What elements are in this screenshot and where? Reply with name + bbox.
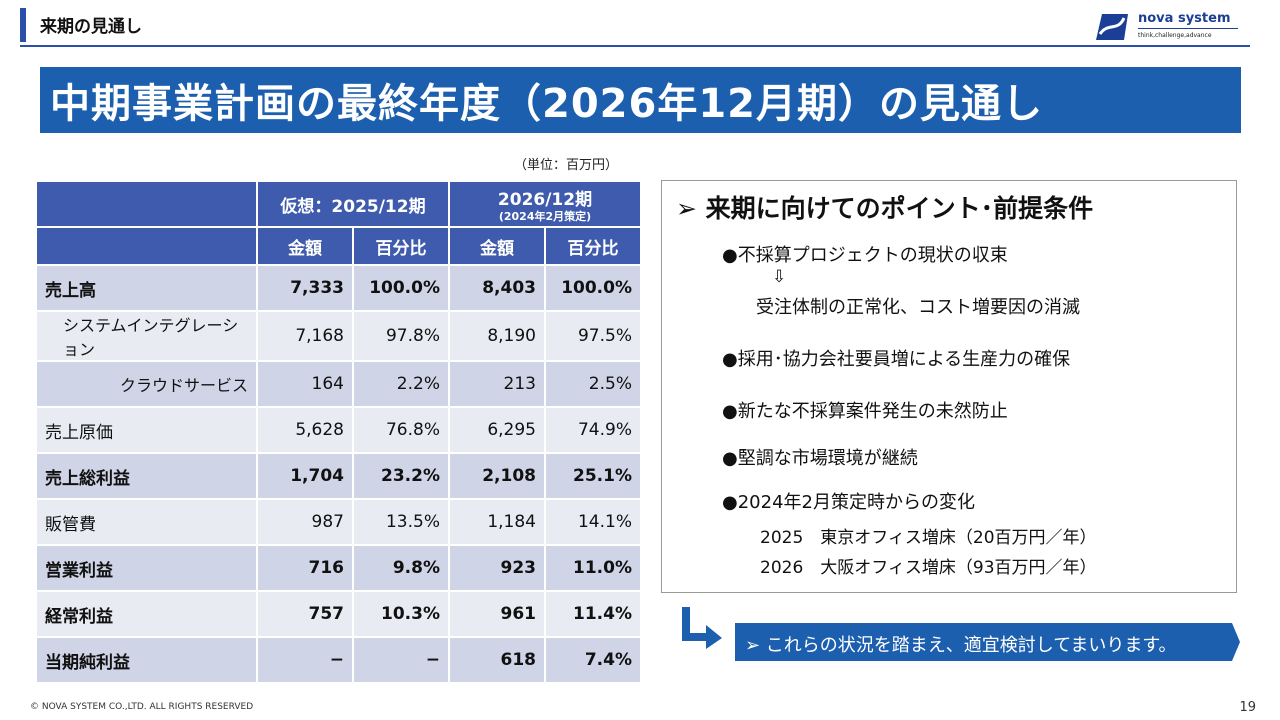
table-row: 売上高 7,333 100.0% 8,403 100.0% xyxy=(35,264,642,312)
point-2: ●採用･協力会社要員増による生産力の確保 xyxy=(722,349,1071,370)
cell-percent-2: 74.9% xyxy=(544,406,642,454)
elbow-arrow-icon xyxy=(682,607,722,649)
cell-percent-2: 7.4% xyxy=(544,636,642,684)
period2-header: 2026/12期 (2024年2月策定) xyxy=(448,180,642,228)
row-label: 販管費 xyxy=(35,498,258,546)
col-percent-1: 百分比 xyxy=(352,226,450,266)
cell-amount-2: 1,184 xyxy=(448,498,546,546)
cell-amount-1: 987 xyxy=(256,498,354,546)
logo-tagline: think,challenge,advance xyxy=(1138,32,1212,39)
table-row: 営業利益 716 9.8% 923 11.0% xyxy=(35,544,642,592)
cell-amount-1: 757 xyxy=(256,590,354,638)
table-row: 経常利益 757 10.3% 961 11.4% xyxy=(35,590,642,638)
period2-note: (2024年2月策定) xyxy=(498,209,592,223)
table-row: クラウドサービス 164 2.2% 213 2.5% xyxy=(35,360,642,408)
table-row: 販管費 987 13.5% 1,184 14.1% xyxy=(35,498,642,546)
table-corner-2 xyxy=(35,226,258,266)
point-5-change-2026: 2026 大阪オフィス増床（93百万円／年） xyxy=(760,558,1097,578)
period1-header: 仮想：2025/12期 xyxy=(256,180,450,228)
financial-table: 仮想：2025/12期 2026/12期 (2024年2月策定) 金額 百分比 … xyxy=(35,180,642,684)
point-3: ●新たな不採算案件発生の未然防止 xyxy=(722,401,1008,422)
page-number: 19 xyxy=(1239,700,1256,715)
cell-percent-2: 14.1% xyxy=(544,498,642,546)
section-title: 来期の見通し xyxy=(40,17,142,37)
point-5: ●2024年2月策定時からの変化 xyxy=(722,492,975,513)
title-banner: 中期事業計画の最終年度（2026年12月期）の見通し xyxy=(40,67,1241,133)
cell-amount-2: 8,403 xyxy=(448,264,546,312)
callout-text: ➢ これらの状況を踏まえ、適宜検討してまいります。 xyxy=(745,635,1177,656)
points-heading: ➢ 来期に向けてのポイント･前提条件 xyxy=(676,194,1094,223)
row-label: 経常利益 xyxy=(35,590,258,638)
cell-percent-1: 23.2% xyxy=(352,452,450,500)
cell-amount-2: 923 xyxy=(448,544,546,592)
col-amount-2: 金額 xyxy=(448,226,546,266)
cell-percent-2: 97.5% xyxy=(544,310,642,362)
point-1-result: 受注体制の正常化、コスト増要因の消滅 xyxy=(756,297,1080,318)
table-row: 売上総利益 1,704 23.2% 2,108 25.1% xyxy=(35,452,642,500)
cell-percent-1: 10.3% xyxy=(352,590,450,638)
point-1: ●不採算プロジェクトの現状の収束 xyxy=(722,245,1008,266)
cell-amount-2: 618 xyxy=(448,636,546,684)
col-amount-1: 金額 xyxy=(256,226,354,266)
cell-percent-2: 25.1% xyxy=(544,452,642,500)
company-logo: nova system think,challenge,advance xyxy=(1094,8,1244,46)
row-label: 売上高 xyxy=(35,264,258,312)
table-row: 売上原価 5,628 76.8% 6,295 74.9% xyxy=(35,406,642,454)
page-title: 中期事業計画の最終年度（2026年12月期）の見通し xyxy=(50,81,1043,127)
cell-amount-2: 213 xyxy=(448,360,546,408)
row-label: 売上総利益 xyxy=(35,452,258,500)
logo-underline xyxy=(1138,28,1238,29)
cell-amount-1: 7,333 xyxy=(256,264,354,312)
cell-percent-1: 9.8% xyxy=(352,544,450,592)
cell-percent-1: 97.8% xyxy=(352,310,450,362)
nova-logo-icon xyxy=(1096,14,1128,40)
col-percent-2: 百分比 xyxy=(544,226,642,266)
cell-amount-2: 961 xyxy=(448,590,546,638)
cell-percent-1: 13.5% xyxy=(352,498,450,546)
cell-amount-1: 164 xyxy=(256,360,354,408)
cell-amount-1: − xyxy=(256,636,354,684)
cell-amount-1: 716 xyxy=(256,544,354,592)
cell-amount-2: 8,190 xyxy=(448,310,546,362)
cell-amount-1: 5,628 xyxy=(256,406,354,454)
cell-percent-1: 76.8% xyxy=(352,406,450,454)
cell-amount-2: 2,108 xyxy=(448,452,546,500)
cell-percent-2: 100.0% xyxy=(544,264,642,312)
cell-amount-1: 1,704 xyxy=(256,452,354,500)
cell-amount-1: 7,168 xyxy=(256,310,354,362)
point-4: ●堅調な市場環境が継続 xyxy=(722,448,918,469)
row-label: システムインテグレーション xyxy=(35,310,258,362)
table-row: システムインテグレーション 7,168 97.8% 8,190 97.5% xyxy=(35,310,642,362)
points-box: ➢ 来期に向けてのポイント･前提条件 ●不採算プロジェクトの現状の収束 ⇩ 受注… xyxy=(661,180,1237,593)
logo-name: nova system xyxy=(1138,11,1231,26)
cell-percent-1: 2.2% xyxy=(352,360,450,408)
callout-shape xyxy=(735,623,1240,661)
cell-percent-1: − xyxy=(352,636,450,684)
row-label: 営業利益 xyxy=(35,544,258,592)
period2-label: 2026/12期 xyxy=(497,189,593,210)
row-label: 売上原価 xyxy=(35,406,258,454)
table-row: 当期純利益 − − 618 7.4% xyxy=(35,636,642,684)
cell-percent-1: 100.0% xyxy=(352,264,450,312)
conclusion-callout: ➢ これらの状況を踏まえ、適宜検討してまいります。 xyxy=(735,623,1240,661)
cell-amount-2: 6,295 xyxy=(448,406,546,454)
copyright-text: © NOVA SYSTEM CO.,LTD. ALL RIGHTS RESERV… xyxy=(30,702,254,712)
cell-percent-2: 11.0% xyxy=(544,544,642,592)
point-5-change-2025: 2025 東京オフィス増床（20百万円／年） xyxy=(760,528,1097,548)
unit-label: （単位：百万円） xyxy=(514,158,619,173)
row-label: クラウドサービス xyxy=(35,360,258,408)
down-arrow-icon: ⇩ xyxy=(772,267,787,287)
header-accent-bar xyxy=(20,8,26,42)
header-divider xyxy=(20,45,1250,47)
row-label: 当期純利益 xyxy=(35,636,258,684)
table-corner xyxy=(35,180,258,228)
cell-percent-2: 11.4% xyxy=(544,590,642,638)
cell-percent-2: 2.5% xyxy=(544,360,642,408)
